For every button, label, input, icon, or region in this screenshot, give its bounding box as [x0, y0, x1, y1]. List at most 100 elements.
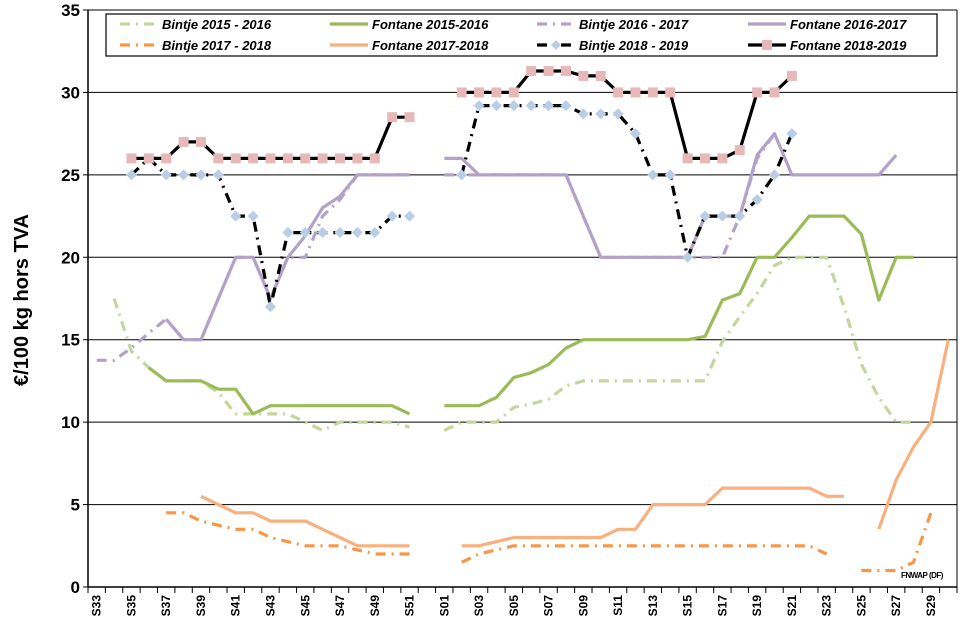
- series-line: [461, 544, 828, 564]
- data-point-square: [282, 153, 293, 164]
- data-point-square: [161, 153, 172, 164]
- y-tick-label: 20: [61, 248, 80, 267]
- source-annotation: FNWAP (DF): [901, 571, 944, 580]
- series-line: [130, 156, 410, 309]
- data-point-diamond: [404, 210, 416, 222]
- data-point-diamond: [682, 251, 694, 263]
- legend-label: Fontane 2017-2018: [372, 38, 489, 53]
- data-point-diamond: [212, 169, 224, 181]
- x-tick-label: S43: [263, 595, 277, 617]
- legend: Bintje 2015 - 2016 Fontane 2015-2016 Bintj…: [105, 13, 938, 57]
- x-tick-label: S39: [194, 595, 208, 617]
- x-tick-label: S45: [298, 595, 312, 617]
- legend-square-marker: [762, 40, 772, 50]
- data-point-diamond: [264, 301, 276, 313]
- series-bintje-2015-2016: [112, 255, 914, 432]
- data-point-diamond: [647, 169, 659, 181]
- data-point-diamond: [230, 210, 242, 222]
- x-tick-label: S07: [542, 595, 556, 617]
- x-tick-label: S01: [437, 595, 451, 617]
- legend-box: [105, 13, 938, 57]
- data-point-square: [578, 70, 589, 81]
- data-point-diamond: [490, 100, 502, 112]
- x-tick-label: S23: [820, 595, 834, 617]
- data-point-square: [613, 87, 624, 98]
- data-point-square: [178, 136, 189, 147]
- series-line: [200, 494, 410, 548]
- x-tick-label: S21: [785, 595, 799, 617]
- series-fontane-2017-2018: [200, 339, 950, 548]
- data-point-diamond: [612, 108, 624, 120]
- data-point-square: [387, 112, 398, 123]
- data-point-diamond: [595, 108, 607, 120]
- series-line: [444, 132, 898, 259]
- series-line: [877, 339, 950, 530]
- data-point-diamond: [786, 128, 798, 140]
- legend-diamond-marker: [551, 40, 561, 50]
- series-line: [147, 366, 411, 416]
- data-point-square: [560, 65, 571, 76]
- data-point-diamond: [456, 169, 468, 181]
- data-point-diamond: [560, 100, 572, 112]
- x-tick-label: S51: [403, 595, 417, 617]
- data-point-diamond: [247, 210, 259, 222]
- x-tick-label: S33: [90, 595, 104, 617]
- data-point-square: [317, 153, 328, 164]
- y-tick-label: 35: [61, 1, 80, 20]
- data-point-diamond: [629, 128, 641, 140]
- series-bintje-2017-2018: [166, 511, 933, 573]
- series-line: [443, 255, 914, 432]
- data-point-square: [474, 87, 485, 98]
- data-point-diamond: [125, 169, 137, 181]
- data-point-square: [665, 87, 676, 98]
- data-point-square: [456, 87, 467, 98]
- y-axis-label: €/100 kg hors TVA: [11, 214, 33, 386]
- data-point-square: [213, 153, 224, 164]
- x-tick-label: S27: [889, 595, 903, 617]
- series-line: [460, 103, 794, 259]
- data-point-square: [300, 153, 311, 164]
- data-point-diamond: [525, 100, 537, 112]
- y-axis-ticks: 0 5 10 15 20 25 30 35: [61, 1, 88, 597]
- x-tick-label: S35: [124, 595, 138, 617]
- data-point-square: [195, 136, 206, 147]
- series-line: [164, 173, 410, 342]
- data-point-square: [543, 65, 554, 76]
- series-line: [444, 132, 776, 259]
- data-point-diamond: [716, 210, 728, 222]
- series-fontane-2018-2019: [126, 65, 797, 164]
- data-point-square: [595, 70, 606, 81]
- series-bintje-2016-2017: [96, 132, 776, 362]
- data-point-diamond: [577, 108, 589, 120]
- data-point-diamond: [751, 194, 763, 206]
- data-point-diamond: [734, 210, 746, 222]
- data-point-diamond: [195, 169, 207, 181]
- data-point-diamond: [334, 227, 346, 239]
- x-tick-label: S13: [646, 595, 660, 617]
- data-point-diamond: [351, 227, 363, 239]
- x-tick-label: S37: [159, 595, 173, 617]
- y-tick-label: 25: [61, 166, 80, 185]
- legend-label: Bintje 2018 - 2019: [579, 38, 689, 53]
- data-point-square: [404, 112, 415, 123]
- data-point-square: [369, 153, 380, 164]
- data-point-square: [126, 153, 137, 164]
- x-tick-label: S03: [472, 595, 486, 617]
- data-point-square: [717, 153, 728, 164]
- data-point-square: [508, 87, 519, 98]
- series-line: [861, 512, 933, 573]
- x-tick-label: S29: [924, 595, 938, 617]
- data-point-square: [647, 87, 658, 98]
- series-line: [96, 173, 410, 362]
- x-tick-label: S19: [750, 595, 764, 617]
- legend-label: Bintje 2015 - 2016: [162, 17, 272, 32]
- x-tick-label: S17: [715, 595, 729, 617]
- x-axis-ticks: S33 S35 S37 S39 S41 S43 S45 S47 S49 S51 S01 S03 S05 S…: [87, 587, 958, 617]
- y-tick-label: 15: [61, 331, 80, 350]
- series-line: [461, 486, 844, 548]
- legend-label: Bintje 2017 - 2018: [162, 38, 272, 53]
- data-point-diamond: [769, 169, 781, 181]
- data-point-square: [248, 153, 259, 164]
- x-tick-label: S25: [854, 595, 868, 617]
- data-point-square: [734, 145, 745, 156]
